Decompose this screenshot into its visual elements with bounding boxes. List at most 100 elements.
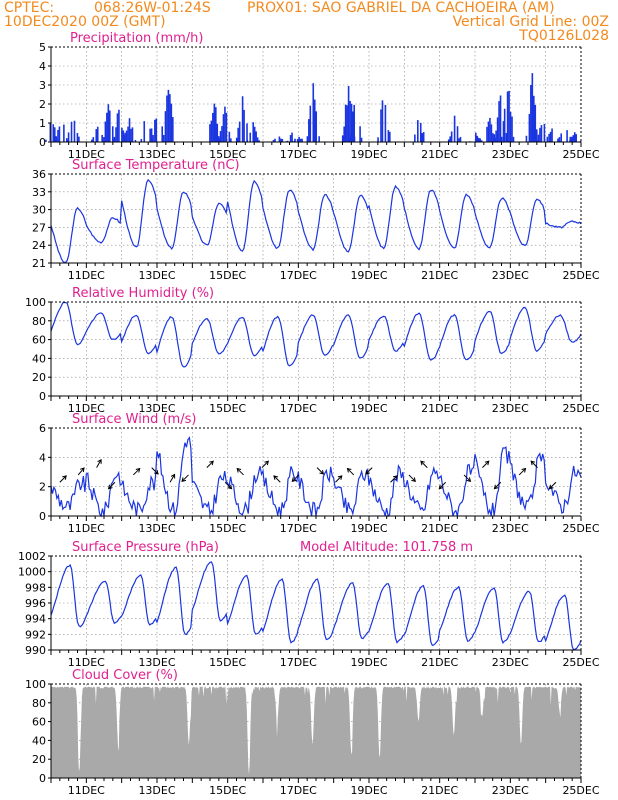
precip-bar <box>161 126 164 142</box>
y-tick-label: 21 <box>32 257 46 270</box>
header-line1-left: CPTEC: <box>4 0 55 16</box>
precip-bar <box>299 138 302 142</box>
precip-bar <box>503 108 506 142</box>
precip-bar <box>308 119 310 142</box>
precip-bar <box>351 111 354 142</box>
precip-bar <box>306 136 309 142</box>
precip-bar <box>495 130 497 142</box>
x-tick-label: 15DEC <box>209 784 246 797</box>
precip-bar <box>360 137 363 142</box>
precip-bar <box>57 129 59 142</box>
precip-bar <box>172 117 174 142</box>
x-tick-label: 17DEC <box>280 522 317 535</box>
precip-bar <box>536 140 538 142</box>
precip-bar <box>164 111 167 142</box>
precip-bar <box>475 132 477 142</box>
y-tick-label: 4 <box>39 60 46 73</box>
x-tick-label: 15DEC <box>209 522 246 535</box>
precip-bar <box>535 129 538 142</box>
wind-arrow-head <box>227 484 233 490</box>
wind-arrow-head <box>484 460 490 466</box>
wind-arrow <box>316 467 324 475</box>
precip-bar <box>78 136 80 142</box>
precip-bar <box>498 101 500 142</box>
wind-arrow <box>224 481 232 489</box>
x-tick-label: 19DEC <box>350 148 387 161</box>
y-tick-label: 998 <box>25 581 46 594</box>
precip-bar <box>286 140 289 142</box>
precip-bar <box>274 138 276 142</box>
precip-bar <box>212 112 214 142</box>
wind-arrow-head <box>135 467 141 473</box>
precip-bar <box>558 137 561 142</box>
y-tick-label: 0 <box>39 510 46 523</box>
precip-bar <box>419 122 422 142</box>
precip-bar <box>296 138 299 142</box>
y-tick-label: 0 <box>39 390 46 403</box>
precip-bar <box>551 128 553 142</box>
precip-bar <box>347 86 350 142</box>
series-line <box>50 561 582 651</box>
x-tick-label: 25DEC <box>562 784 599 797</box>
precip-bar <box>570 136 573 142</box>
precip-bar <box>92 137 95 142</box>
y-tick-label: 27 <box>32 221 46 234</box>
x-tick-label: 15DEC <box>209 656 246 669</box>
precip-bar <box>222 114 225 142</box>
precip-bar <box>298 136 300 142</box>
precip-bar <box>301 138 303 142</box>
precip-bar <box>258 140 260 142</box>
precip-bar <box>150 128 153 142</box>
precip-bar <box>389 131 391 142</box>
precip-bar <box>500 136 503 142</box>
precip-bar <box>449 136 451 142</box>
header-station: PROX01: SAO GABRIEL DA CACHOEIRA (AM) <box>247 0 555 16</box>
precip-bar <box>539 127 541 142</box>
precip-bar <box>313 99 316 142</box>
x-tick-label: 15DEC <box>209 402 246 415</box>
precip-bar <box>127 126 129 142</box>
precip-bar <box>167 89 170 142</box>
precip-bar <box>579 140 582 142</box>
wind-arrow-head <box>107 484 113 490</box>
precip-bar <box>149 128 151 142</box>
x-tick-label: 23DEC <box>492 269 529 282</box>
precip-bar <box>115 127 117 142</box>
precip-bar <box>511 116 513 142</box>
precip-bar <box>387 130 390 142</box>
precip-bar <box>533 95 535 142</box>
precip-bar <box>318 136 320 142</box>
y-tick-label: 5 <box>39 41 46 54</box>
wind-arrow <box>463 474 471 482</box>
wind-arrow-head <box>319 469 325 475</box>
precip-bar <box>101 134 103 142</box>
precip-bar <box>107 104 110 142</box>
precip-bar <box>344 104 347 142</box>
precip-bar <box>213 103 216 142</box>
wind-arrow-head <box>264 460 269 466</box>
precip-bar <box>343 126 345 142</box>
precip-bar <box>104 121 107 142</box>
header-coordinates: 068:26W-01:24S <box>94 0 211 16</box>
x-tick-label: 25DEC <box>562 522 599 535</box>
precip-bar <box>476 135 479 142</box>
precip-bar <box>152 134 154 142</box>
precip-bar <box>422 132 425 142</box>
precip-bar <box>272 139 275 142</box>
y-tick-label: 60 <box>32 334 46 347</box>
precip-bar <box>525 135 528 142</box>
precip-bar <box>255 131 257 142</box>
wind-arrow <box>365 467 373 475</box>
precip-bar <box>341 135 344 142</box>
precip-bar <box>294 138 296 142</box>
cloud-cover-area <box>51 686 581 778</box>
precip-bar <box>479 138 482 142</box>
header-grid-note: Vertical Grid Line: 00Z <box>452 14 609 30</box>
x-tick-label: 23DEC <box>492 784 529 797</box>
x-tick-label: 11DEC <box>68 148 105 161</box>
wind-arrow-head <box>236 467 242 473</box>
precip-bar <box>253 126 256 142</box>
precip-bar <box>53 127 56 142</box>
precip-bar <box>103 137 105 142</box>
